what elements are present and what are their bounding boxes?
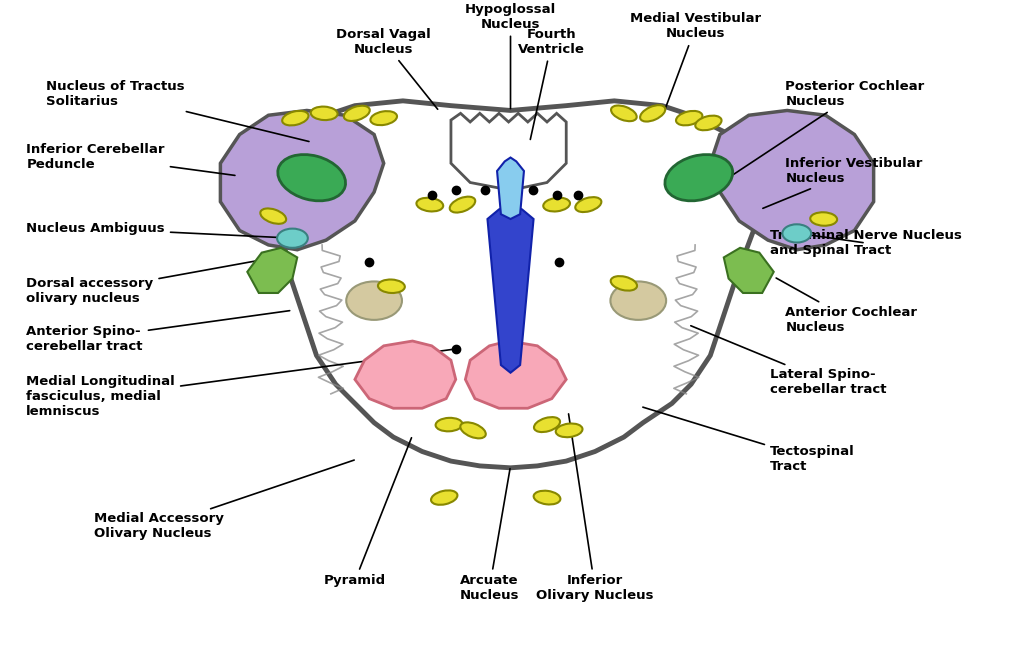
Ellipse shape bbox=[417, 198, 443, 212]
Ellipse shape bbox=[611, 106, 637, 121]
Ellipse shape bbox=[283, 111, 308, 125]
Ellipse shape bbox=[344, 106, 370, 121]
Ellipse shape bbox=[260, 208, 286, 224]
Text: Lateral Spino-
cerebellar tract: Lateral Spino- cerebellar tract bbox=[691, 326, 887, 396]
Polygon shape bbox=[220, 110, 384, 250]
Text: Arcuate
Nucleus: Arcuate Nucleus bbox=[460, 469, 519, 602]
Polygon shape bbox=[711, 110, 873, 250]
Text: Medial Vestibular
Nucleus: Medial Vestibular Nucleus bbox=[631, 12, 762, 109]
Ellipse shape bbox=[676, 111, 702, 125]
Text: Inferior Vestibular
Nucleus: Inferior Vestibular Nucleus bbox=[763, 157, 923, 208]
Ellipse shape bbox=[450, 197, 475, 213]
Ellipse shape bbox=[610, 281, 667, 320]
Ellipse shape bbox=[431, 490, 458, 505]
Ellipse shape bbox=[782, 224, 811, 243]
Text: Pyramid: Pyramid bbox=[324, 438, 412, 588]
Text: Dorsal accessory
olivary nucleus: Dorsal accessory olivary nucleus bbox=[27, 258, 272, 305]
Ellipse shape bbox=[278, 228, 308, 248]
Text: Medial Longitudinal
fasciculus, medial
lemniscus: Medial Longitudinal fasciculus, medial l… bbox=[27, 349, 455, 418]
Polygon shape bbox=[355, 341, 456, 408]
Polygon shape bbox=[465, 341, 566, 408]
Text: Medial Accessory
Olivary Nucleus: Medial Accessory Olivary Nucleus bbox=[93, 460, 354, 541]
Ellipse shape bbox=[534, 417, 560, 432]
Text: Nucleus Ambiguus: Nucleus Ambiguus bbox=[27, 222, 292, 238]
Text: Inferior Cerebellar
Peduncle: Inferior Cerebellar Peduncle bbox=[27, 143, 234, 175]
Ellipse shape bbox=[461, 422, 485, 439]
Text: Fourth
Ventricle: Fourth Ventricle bbox=[518, 28, 586, 139]
Text: Trigeminal Nerve Nucleus
and Spinal Tract: Trigeminal Nerve Nucleus and Spinal Trac… bbox=[770, 229, 962, 257]
Ellipse shape bbox=[310, 106, 338, 120]
Ellipse shape bbox=[371, 111, 397, 125]
Ellipse shape bbox=[534, 491, 560, 504]
Text: Dorsal Vagal
Nucleus: Dorsal Vagal Nucleus bbox=[336, 28, 437, 109]
Ellipse shape bbox=[575, 197, 601, 212]
Polygon shape bbox=[497, 157, 524, 219]
Polygon shape bbox=[724, 248, 774, 293]
Text: Anterior Spino-
cerebellar tract: Anterior Spino- cerebellar tract bbox=[27, 311, 290, 353]
Ellipse shape bbox=[435, 418, 463, 432]
Text: Nucleus of Tractus
Solitarius: Nucleus of Tractus Solitarius bbox=[45, 80, 309, 141]
Text: Anterior Cochlear
Nucleus: Anterior Cochlear Nucleus bbox=[776, 278, 918, 334]
Ellipse shape bbox=[640, 105, 666, 121]
Text: Posterior Cochlear
Nucleus: Posterior Cochlear Nucleus bbox=[734, 80, 925, 174]
Text: Inferior
Olivary Nucleus: Inferior Olivary Nucleus bbox=[537, 414, 653, 602]
Ellipse shape bbox=[665, 155, 733, 201]
Ellipse shape bbox=[378, 279, 404, 293]
Ellipse shape bbox=[556, 424, 583, 437]
Ellipse shape bbox=[346, 281, 402, 320]
Polygon shape bbox=[487, 204, 534, 373]
Ellipse shape bbox=[810, 212, 838, 226]
Polygon shape bbox=[451, 114, 566, 190]
Polygon shape bbox=[283, 101, 759, 468]
Ellipse shape bbox=[278, 155, 345, 201]
Text: Hypoglossal
Nucleus: Hypoglossal Nucleus bbox=[465, 3, 556, 108]
Polygon shape bbox=[248, 248, 297, 293]
Ellipse shape bbox=[695, 115, 722, 130]
Ellipse shape bbox=[610, 276, 637, 291]
Text: Tectospinal
Tract: Tectospinal Tract bbox=[643, 407, 855, 473]
Ellipse shape bbox=[544, 198, 570, 212]
